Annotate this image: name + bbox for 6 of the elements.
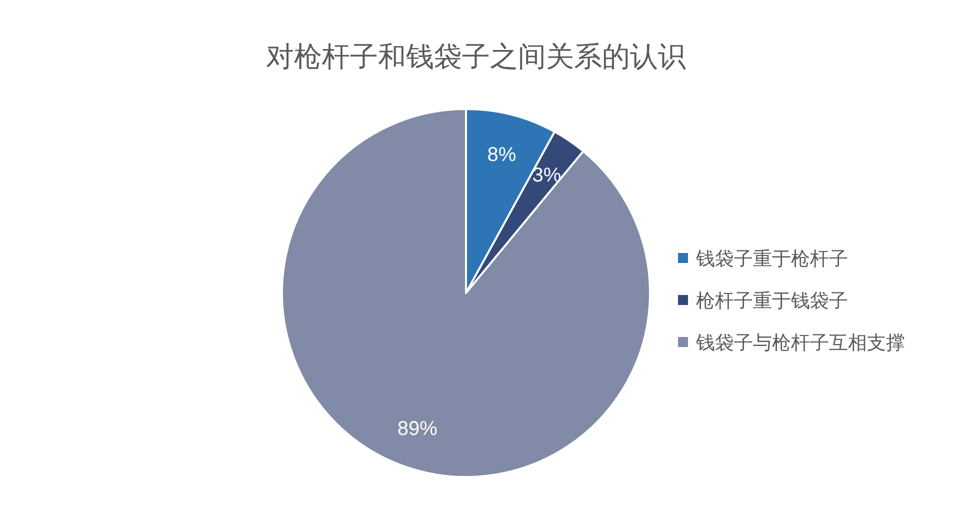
legend-label: 钱袋子与枪杆子互相支撑 <box>695 333 905 354</box>
chart-title: 对枪杆子和钱袋子之间关系的认识 <box>266 41 686 72</box>
data-label: 89% <box>397 418 438 440</box>
legend-label: 枪杆子重于钱袋子 <box>696 291 848 312</box>
legend-label: 钱袋子重于枪杆子 <box>695 249 848 270</box>
data-label: 8% <box>487 144 516 166</box>
